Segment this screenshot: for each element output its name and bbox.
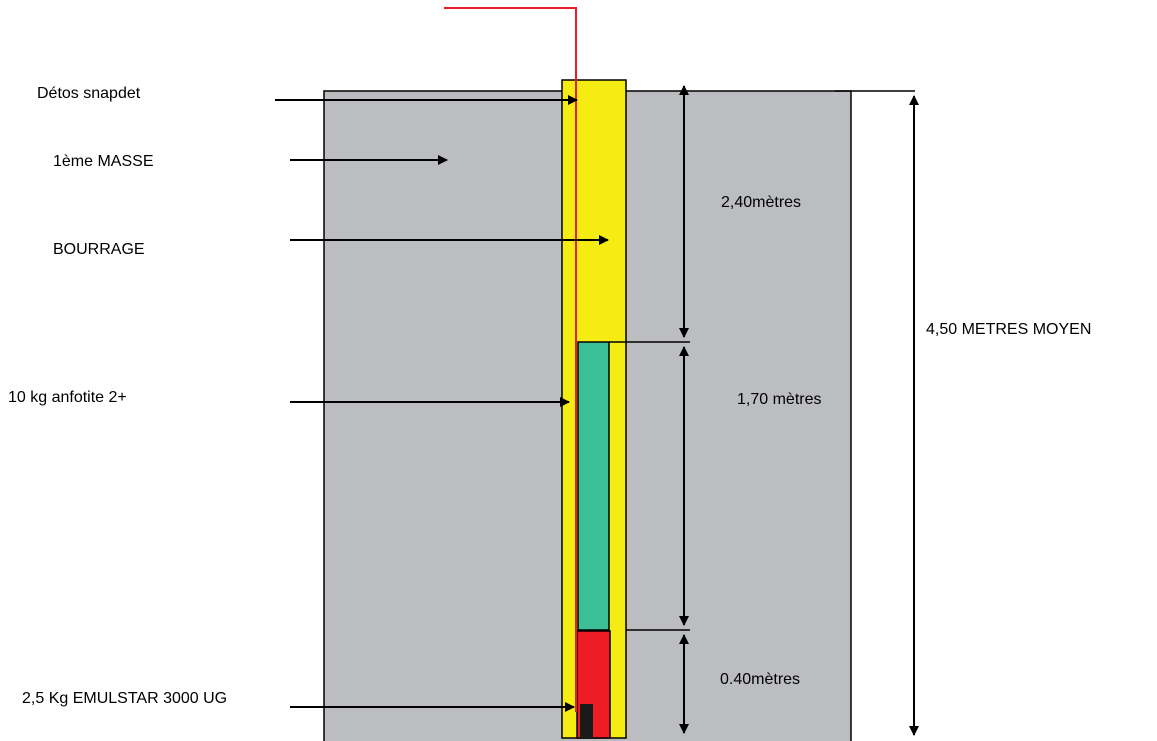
label-detonator: Détos snapdet <box>37 85 141 102</box>
detonator-wire <box>444 7 577 712</box>
label-mass: 1ème MASSE <box>53 153 153 170</box>
primer-block <box>580 704 593 738</box>
label-stemming: BOURRAGE <box>53 241 145 258</box>
anfotite-charge <box>577 341 610 631</box>
label-emulstar-length: 0.40mètres <box>720 671 800 688</box>
label-anfotite: 10 kg anfotite 2+ <box>8 389 127 406</box>
label-anfotite-length: 1,70 mètres <box>737 391 821 408</box>
label-stemming-length: 2,40mètres <box>721 194 801 211</box>
label-emulstar: 2,5 Kg EMULSTAR 3000 UG <box>22 690 227 707</box>
label-total-depth: 4,50 METRES MOYEN <box>926 321 1091 338</box>
